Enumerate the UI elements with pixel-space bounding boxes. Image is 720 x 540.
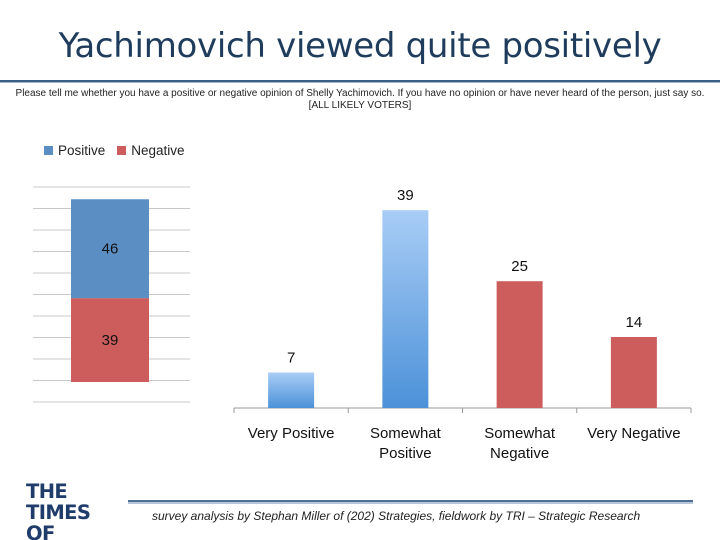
category-label: Somewhat: [484, 425, 556, 442]
legend-label-negative: Negative: [131, 143, 185, 158]
stack-segment-negative: [71, 298, 149, 382]
legend-swatch-positive: [44, 146, 53, 155]
stack-data-label-positive: 46: [102, 241, 119, 258]
bar-very-negative: [610, 337, 657, 408]
legend-swatch-negative: [117, 146, 127, 155]
survey-question: Please tell me whether you have a positi…: [15, 88, 705, 111]
footer-divider: [128, 500, 693, 504]
category-label: Very Negative: [587, 425, 680, 442]
footer-credit: survey analysis by Stephan Miller of (20…: [152, 509, 641, 523]
stacked-opinion-chart: 39 46: [33, 186, 190, 403]
bar-very-positive: [268, 372, 315, 408]
category-label: Very Positive: [248, 425, 335, 442]
category-label: Positive: [379, 445, 432, 462]
stack-data-label-negative: 39: [102, 332, 119, 349]
bar-somewhat-negative: [496, 281, 543, 408]
opinion-breakdown-chart: 7 Very Positive 39 Somewhat Positive 25 Somewh…: [233, 187, 692, 462]
legend-label-positive: Positive: [58, 143, 106, 158]
category-label: Negative: [490, 445, 549, 462]
data-label: 39: [397, 187, 414, 204]
legend: Positive Negative: [44, 143, 185, 158]
title-divider: [0, 80, 720, 83]
category-label: Somewhat: [370, 425, 442, 442]
data-label: 25: [511, 258, 528, 275]
legend-item-negative: Negative: [117, 143, 185, 158]
stack-segment-positive: [71, 199, 149, 299]
data-label: 7: [287, 350, 295, 367]
data-label: 14: [626, 314, 643, 331]
slide-title: Yachimovich viewed quite positively: [58, 26, 662, 66]
legend-item-positive: Positive: [44, 143, 105, 158]
bar-somewhat-positive: [382, 210, 429, 408]
